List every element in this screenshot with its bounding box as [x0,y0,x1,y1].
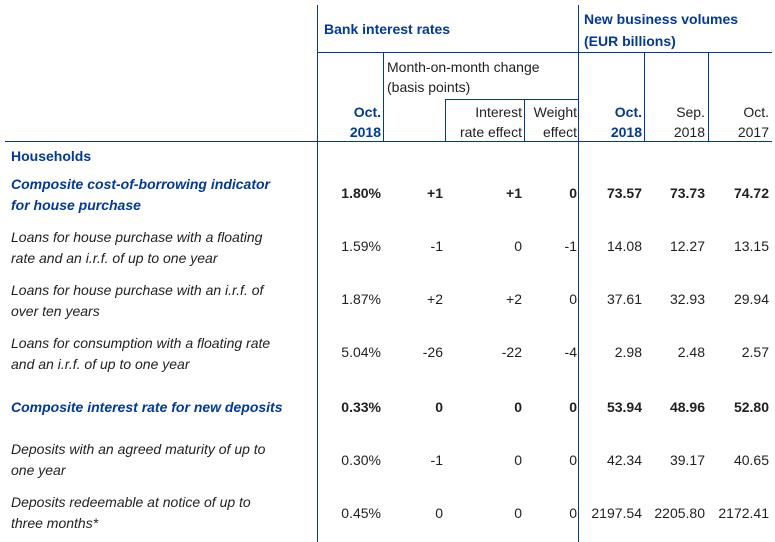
cell-vol-sep2018: 48.96 [669,399,705,415]
row-label-line2: for house purchase [11,197,141,213]
divider-oct2017 [708,52,709,141]
cell-mom: -26 [422,344,443,360]
cell-vol-oct2018: 37.61 [606,291,642,307]
cell-mom: -1 [430,238,443,254]
cell-vol-oct2017: 40.65 [733,452,769,468]
cell-interest-effect: -22 [501,344,522,360]
cell-vol-sep2018: 12.27 [669,238,705,254]
header-vol-oct2017-b: 2017 [737,124,769,140]
cell-vol-sep2018: 2.48 [677,344,705,360]
cell-mom: +1 [427,185,443,201]
cell-vol-oct2017: 13.15 [733,238,769,254]
cell-vol-oct2017: 74.72 [733,185,769,201]
header-line-mid [317,52,772,53]
section-households: Households [11,148,92,164]
cell-rate: 0.33% [341,399,381,415]
header-interest-line1: Interest [475,104,522,120]
divider-mom [383,52,384,141]
cell-interest-effect: 0 [514,505,522,521]
cell-mom: 0 [435,505,443,521]
row-label-line1: Deposits redeemable at notice of up to [11,494,251,510]
cell-vol-oct2017: 2172.41 [718,505,769,521]
row-label-line1: Composite cost-of-borrowing indicator [11,176,270,192]
divider-rates [317,5,318,542]
row-label-line2: over ten years [11,303,100,319]
cell-rate: 1.80% [341,185,381,201]
header-volumes-line2: (EUR billions) [584,33,676,49]
cell-vol-oct2018: 2197.54 [591,505,642,521]
row-label: Deposits redeemable at notice of up to t… [11,492,316,534]
row-label-line2: and an i.r.f. of up to one year [11,356,190,372]
cell-weight-effect: 0 [569,291,577,307]
cell-weight-effect: 0 [569,399,577,415]
cell-interest-effect: +2 [506,291,522,307]
header-mom-line2: (basis points) [387,79,471,95]
header-weight-line1: Weight [533,104,577,120]
row-label-line1: Composite interest rate for new deposits [11,399,283,415]
cell-mom: +2 [427,291,443,307]
cell-vol-sep2018: 2205.80 [654,505,705,521]
cell-vol-oct2017: 29.94 [733,291,769,307]
cell-interest-effect: 0 [514,452,522,468]
cell-weight-effect: 0 [569,185,577,201]
cell-interest-effect: 0 [514,399,522,415]
header-volumes-line1: New business volumes [584,11,739,27]
row-label: Deposits with an agreed maturity of up t… [11,439,316,481]
cell-interest-effect: 0 [514,238,522,254]
cell-rate: 0.30% [341,452,381,468]
cell-mom: -1 [430,452,443,468]
cell-weight-effect: 0 [569,505,577,521]
cell-rate: 0.45% [341,505,381,521]
row-label: Loans for house purchase with an i.r.f. … [11,280,316,322]
header-weight-line2: effect [543,124,577,140]
row-label-line2: one year [11,462,66,478]
header-line-effects [445,99,578,100]
divider-interest [445,99,446,141]
cell-weight-effect: -1 [564,238,577,254]
cell-interest-effect: +1 [506,185,522,201]
cell-weight-effect: 0 [569,452,577,468]
cell-rate: 1.59% [341,238,381,254]
cell-vol-sep2018: 32.93 [669,291,705,307]
row-label-line1: Loans for consumption with a floating ra… [11,335,271,351]
row-label: Composite cost-of-borrowing indicator fo… [11,174,316,216]
row-label: Loans for consumption with a floating ra… [11,333,316,375]
header-line-bottom [5,141,772,142]
cell-vol-oct2018: 42.34 [606,452,642,468]
cell-vol-oct2017: 52.80 [733,399,769,415]
header-vol-oct2018-a: Oct. [614,104,642,120]
row-label-line2: rate and an i.r.f. of up to one year [11,250,218,266]
row-label-line1: Deposits with an agreed maturity of up t… [11,441,266,457]
cell-rate: 1.87% [341,291,381,307]
cell-vol-sep2018: 73.73 [669,185,705,201]
row-label-line1: Loans for house purchase with a floating [11,229,263,245]
header-interest-line2: rate effect [459,124,522,140]
header-vol-oct2018-b: 2018 [610,124,642,140]
cell-vol-oct2018: 14.08 [606,238,642,254]
header-mom-line1: Month-on-month change [387,59,540,75]
header-oct2018-b: 2018 [349,124,381,140]
cell-vol-oct2018: 73.57 [606,185,642,201]
header-bank-rates: Bank interest rates [324,21,451,37]
row-label-line2: three months* [11,515,99,531]
header-vol-sep2018-a: Sep. [676,104,705,120]
header-vol-sep2018-b: 2018 [673,124,705,140]
divider-sep [644,52,645,141]
cell-vol-oct2017: 2.57 [741,344,769,360]
row-label-line1: Loans for house purchase with an i.r.f. … [11,282,264,298]
row-label: Composite interest rate for new deposits [11,397,316,418]
cell-vol-oct2018: 2.98 [614,344,642,360]
cell-vol-oct2018: 53.94 [606,399,642,415]
cell-weight-effect: -4 [564,344,577,360]
cell-vol-sep2018: 39.17 [669,452,705,468]
divider-weight [524,99,525,141]
header-oct2018-a: Oct. [353,104,381,120]
cell-mom: 0 [435,399,443,415]
cell-rate: 5.04% [341,344,381,360]
row-label: Loans for house purchase with a floating… [11,227,316,269]
divider-volumes [578,5,579,542]
header-vol-oct2017-a: Oct. [743,104,769,120]
